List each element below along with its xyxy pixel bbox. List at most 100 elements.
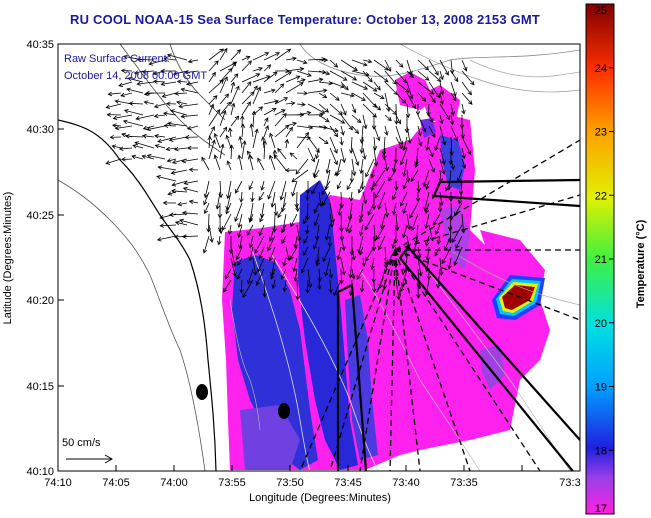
current-vector bbox=[118, 81, 133, 87]
current-vector bbox=[403, 136, 408, 151]
current-vector-head bbox=[289, 152, 295, 157]
current-vector bbox=[227, 180, 232, 199]
current-vector bbox=[241, 124, 244, 138]
current-vector-head bbox=[213, 154, 218, 160]
current-vector-head bbox=[284, 138, 290, 144]
x-tick-label: 73:3 bbox=[559, 477, 580, 489]
current-vector bbox=[184, 180, 199, 184]
current-vector-head bbox=[333, 291, 338, 297]
current-vector bbox=[349, 257, 353, 278]
current-vector-head bbox=[298, 82, 304, 87]
current-vector bbox=[448, 257, 452, 269]
current-vector bbox=[383, 136, 386, 156]
current-vector bbox=[236, 246, 243, 260]
current-vector bbox=[119, 147, 133, 150]
current-vector bbox=[307, 58, 326, 61]
current-vector-head bbox=[438, 178, 444, 183]
current-vector-head bbox=[383, 264, 389, 269]
current-vector bbox=[219, 144, 224, 160]
current-vector-head bbox=[373, 162, 379, 167]
current-vector-head bbox=[114, 125, 120, 131]
current-vector bbox=[450, 202, 452, 220]
current-vector bbox=[428, 70, 441, 82]
current-vector bbox=[242, 279, 254, 298]
current-vector-head bbox=[409, 94, 414, 100]
current-vector bbox=[340, 114, 353, 130]
current-vector bbox=[439, 125, 446, 145]
current-vector-head bbox=[407, 139, 412, 145]
current-vector bbox=[252, 87, 261, 105]
current-vector-head bbox=[280, 228, 286, 234]
current-vector bbox=[296, 125, 313, 129]
current-vector bbox=[250, 124, 254, 138]
current-vector-head bbox=[233, 73, 239, 78]
current-vector-head bbox=[398, 144, 403, 150]
current-vector-head bbox=[141, 133, 147, 139]
current-vector bbox=[238, 155, 243, 171]
current-vector-head bbox=[168, 137, 174, 142]
current-vector bbox=[167, 158, 177, 162]
x-axis-title: Longitude (Degrees:Minutes) bbox=[249, 492, 391, 504]
current-vector-head bbox=[396, 119, 401, 125]
axis-ticks bbox=[57, 43, 523, 472]
current-vector bbox=[371, 169, 375, 178]
current-vector-head bbox=[392, 195, 397, 201]
current-vector bbox=[241, 81, 252, 94]
current-vector bbox=[428, 114, 434, 123]
current-vector-head bbox=[217, 227, 223, 232]
current-vector-head bbox=[406, 243, 411, 249]
current-vector-head bbox=[258, 66, 263, 72]
current-vector-head bbox=[313, 173, 319, 179]
current-vector bbox=[284, 279, 287, 292]
current-vector bbox=[263, 89, 276, 94]
current-vector-head bbox=[436, 77, 442, 82]
current-vector bbox=[162, 92, 177, 97]
current-vector bbox=[274, 213, 276, 233]
current-vector-head bbox=[239, 198, 244, 203]
current-vector bbox=[154, 103, 166, 108]
current-vector-head bbox=[429, 236, 435, 242]
current-vector-head bbox=[136, 81, 142, 86]
current-vector-head bbox=[299, 66, 305, 72]
current-vector-head bbox=[430, 168, 435, 173]
current-vector bbox=[225, 202, 232, 214]
current-vector-head bbox=[234, 217, 239, 222]
current-vector bbox=[219, 68, 233, 83]
current-vector-head bbox=[408, 70, 413, 76]
current-vector-head bbox=[121, 157, 126, 162]
current-vector bbox=[235, 180, 243, 194]
current-vector bbox=[208, 126, 215, 138]
current-vector-head bbox=[279, 83, 285, 88]
current-vector bbox=[358, 235, 364, 254]
current-vector-head bbox=[122, 119, 128, 125]
current-vector bbox=[134, 142, 155, 149]
current-vector bbox=[384, 92, 390, 112]
current-vector-head bbox=[323, 139, 329, 145]
current-vector bbox=[247, 151, 254, 160]
current-vector-head bbox=[180, 114, 186, 119]
current-vector bbox=[340, 191, 343, 208]
current-vector bbox=[378, 191, 386, 210]
current-vector bbox=[360, 224, 364, 236]
sst-blue-spot-north bbox=[420, 118, 436, 138]
current-vector bbox=[153, 70, 166, 75]
current-vector bbox=[346, 180, 353, 190]
current-vector bbox=[439, 169, 442, 183]
current-vector-head bbox=[351, 274, 356, 280]
current-vector-head bbox=[291, 192, 296, 197]
current-vector bbox=[384, 257, 387, 269]
current-vector-head bbox=[211, 71, 216, 77]
current-vector bbox=[373, 59, 389, 71]
current-vector-head bbox=[167, 191, 173, 196]
current-vector-head bbox=[322, 257, 327, 263]
current-vector-head bbox=[166, 158, 172, 163]
current-vector bbox=[105, 158, 122, 164]
current-vector bbox=[439, 147, 445, 165]
current-vector bbox=[450, 103, 454, 116]
current-vector-head bbox=[184, 135, 190, 140]
current-vector bbox=[321, 180, 331, 195]
current-vector-head bbox=[146, 126, 152, 132]
current-vector-head bbox=[409, 213, 414, 219]
current-vector-head bbox=[247, 60, 252, 65]
current-vector bbox=[142, 135, 155, 138]
